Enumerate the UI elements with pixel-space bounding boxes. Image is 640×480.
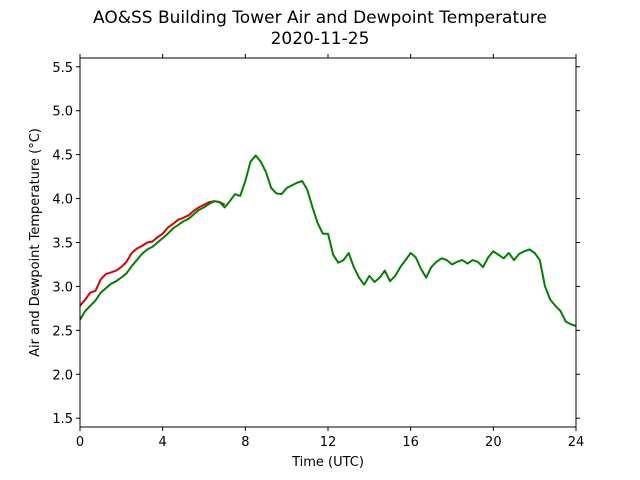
y-tick-label: 3.5 [52,237,73,252]
y-tick-label: 2.5 [52,324,73,339]
x-tick-label: 12 [320,435,337,450]
y-tick-label: 5.0 [52,105,73,120]
x-axis: 0 4 8 12 16 20 24 [76,54,584,450]
series-line-0 [79,200,226,307]
x-tick-label: 24 [568,435,585,450]
y-tick-label: 1.5 [52,412,73,427]
series-line-1 [79,154,577,327]
y-tick-label: 4.0 [52,193,73,208]
x-tick-label: 0 [76,435,84,450]
x-tick-label: 20 [485,435,502,450]
x-axis-label: Time (UTC) [291,455,364,470]
series-layer [79,154,577,327]
x-tick-label: 16 [402,435,419,450]
y-tick-label: 2.0 [52,368,73,383]
chart-subtitle: 2020-11-25 [270,29,370,49]
y-axis: 1.5 2.0 2.5 3.0 3.5 4.0 4.5 5.0 5.5 [52,61,580,427]
chart-title: AO&SS Building Tower Air and Dewpoint Te… [92,8,547,28]
y-tick-label: 3.0 [52,280,73,295]
y-axis-label: Air and Dewpoint Temperature (°C) [28,128,43,357]
plot-frame [79,57,577,428]
x-tick-label: 8 [241,435,249,450]
x-tick-label: 4 [159,435,167,450]
y-tick-label: 4.5 [52,149,73,164]
y-tick-label: 5.5 [52,61,73,76]
